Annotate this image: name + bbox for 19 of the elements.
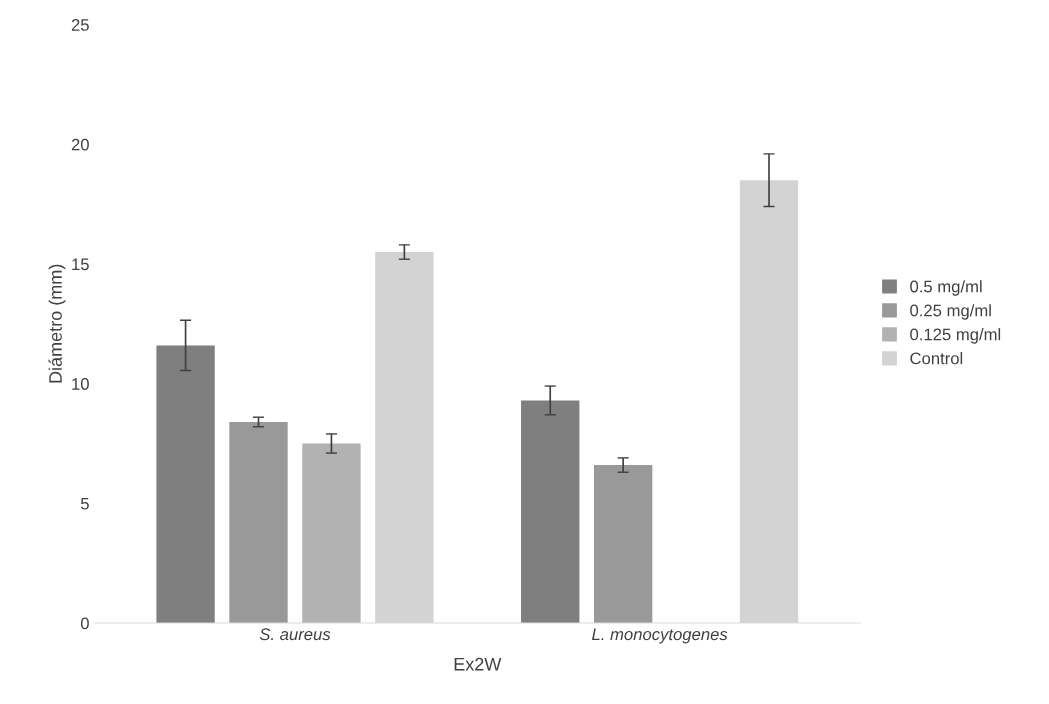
bar <box>156 345 215 624</box>
x-tick-label: S. aureus <box>259 628 331 641</box>
legend-label: 0.5 mg/ml <box>910 280 982 296</box>
bar <box>521 400 580 624</box>
x-axis-title: Ex2W <box>454 657 502 671</box>
y-axis-title: Diámetro (mm) <box>48 264 66 383</box>
x-tick-label: L. monocytogenes <box>592 628 728 644</box>
y-tick-label: 5 <box>80 497 89 510</box>
bar <box>593 465 653 624</box>
y-tick-label: 20 <box>71 138 89 151</box>
legend-label: 0.125 mg/ml <box>910 328 1001 344</box>
bar <box>302 443 361 624</box>
legend-label: Control <box>910 352 963 365</box>
y-tick-label: 10 <box>72 378 89 390</box>
y-tick-label: 25 <box>71 19 89 31</box>
bar <box>229 421 288 624</box>
y-tick-label: 0 <box>80 617 89 630</box>
legend-label: 0.25 mg/ml <box>910 304 991 320</box>
y-tick-label: 15 <box>72 258 89 271</box>
